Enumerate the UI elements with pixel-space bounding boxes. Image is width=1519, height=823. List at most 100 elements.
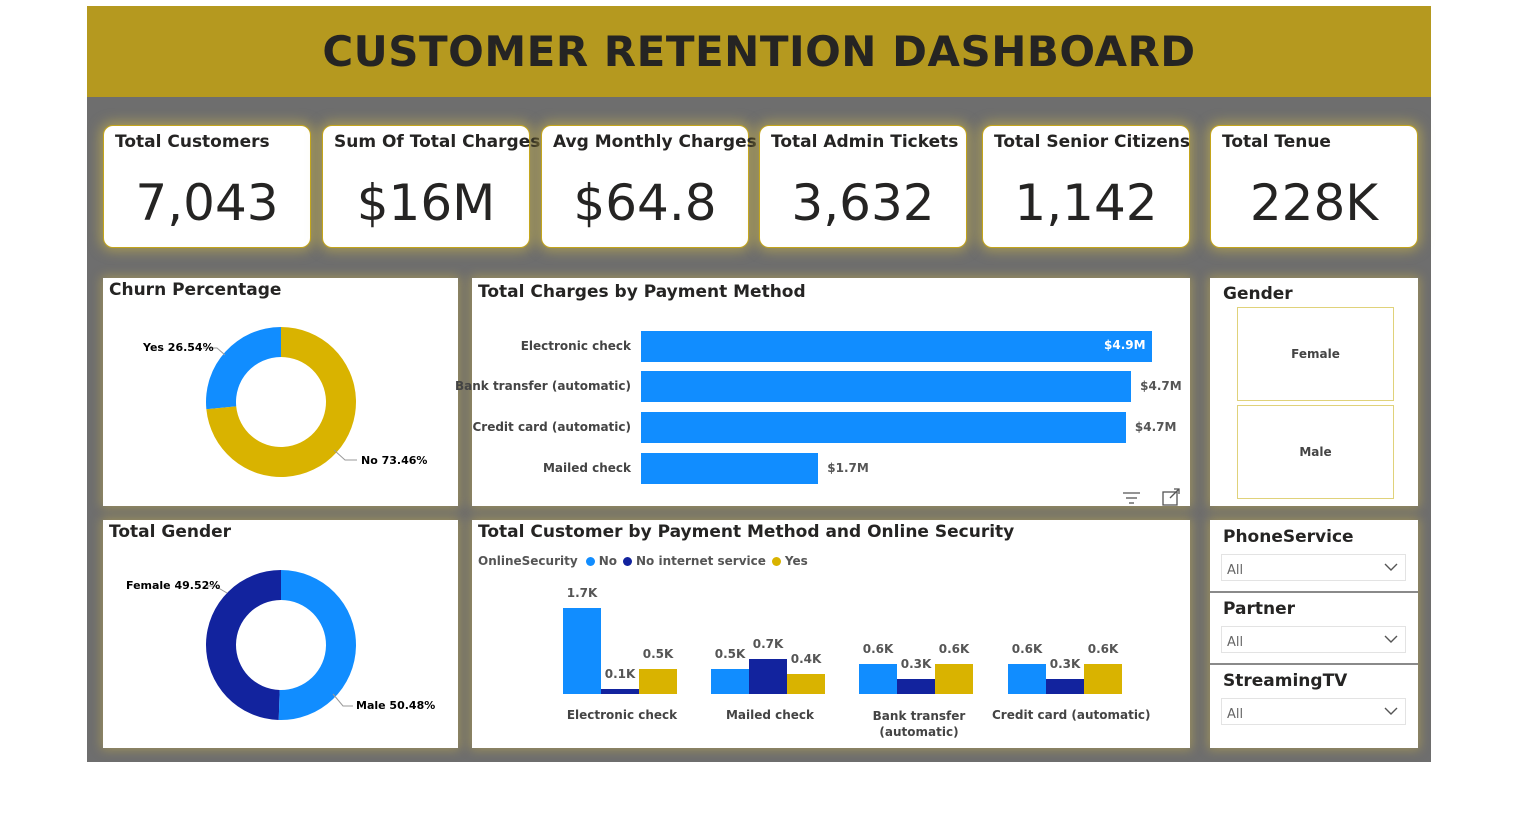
gender-slicer-panel: Gender Female Male bbox=[1210, 278, 1418, 506]
kpi-title: Total Customers bbox=[115, 132, 270, 152]
streamingtv-dropdown[interactable]: All bbox=[1221, 698, 1406, 725]
divider bbox=[1210, 591, 1418, 593]
column-bar[interactable] bbox=[749, 658, 787, 694]
bar-category-label: Credit card (automatic) bbox=[472, 420, 631, 434]
column-value-label: 0.6K bbox=[862, 641, 894, 656]
bar-electronic-check[interactable] bbox=[641, 331, 1152, 362]
bar-mailed-check[interactable] bbox=[641, 453, 819, 484]
column-value-label: 0.3K bbox=[900, 656, 932, 671]
kpi-value: $16M bbox=[356, 174, 496, 232]
kpi-title: Total Senior Citizens bbox=[994, 132, 1190, 152]
column-value-label: 0.5K bbox=[714, 646, 746, 661]
column-bar[interactable] bbox=[1046, 678, 1084, 694]
gender-donut-chart bbox=[205, 570, 356, 720]
gender-label-male: Male 50.48% bbox=[356, 699, 436, 712]
column-bar[interactable] bbox=[1084, 663, 1122, 694]
legend-dot-icon bbox=[771, 556, 781, 566]
legend-item-no-internet[interactable]: No internet service bbox=[635, 554, 766, 568]
column-bar[interactable] bbox=[935, 663, 973, 694]
column-bar[interactable] bbox=[601, 688, 639, 694]
kpi-value: 7,043 bbox=[135, 174, 279, 232]
leader-line-no bbox=[333, 449, 357, 461]
churn-donut-chart bbox=[203, 327, 357, 477]
kpi-card-total-tenue[interactable]: Total Tenue 228K bbox=[1210, 125, 1418, 248]
option-label: Male bbox=[1299, 445, 1332, 459]
legend-dot-icon bbox=[585, 556, 595, 566]
gender-option-female[interactable]: Female bbox=[1237, 307, 1394, 401]
filter-icon[interactable] bbox=[1114, 488, 1150, 506]
kpi-value: $64.8 bbox=[573, 174, 717, 232]
donut-slice-yes[interactable] bbox=[206, 327, 281, 410]
dashboard-title: CUSTOMER RETENTION DASHBOARD bbox=[322, 27, 1196, 76]
kpi-card-avg-monthly-charges[interactable]: Avg Monthly Charges $64.8 bbox=[541, 125, 757, 248]
dropdown-value: All bbox=[1227, 707, 1244, 722]
legend-item-no[interactable]: No bbox=[598, 554, 617, 568]
dropdown-value: All bbox=[1227, 563, 1244, 578]
column-bar[interactable] bbox=[711, 668, 749, 694]
column-bar[interactable] bbox=[639, 668, 677, 694]
churn-label-yes: Yes 26.54% bbox=[143, 341, 214, 354]
column-bar[interactable] bbox=[563, 608, 601, 694]
panel-title: Churn Percentage bbox=[109, 280, 282, 300]
column-value-label: 0.3K bbox=[1049, 656, 1081, 671]
panel-title: Total Charges by Payment Method bbox=[478, 282, 806, 302]
option-label: Female bbox=[1291, 347, 1340, 361]
focus-mode-icon[interactable] bbox=[1156, 488, 1186, 506]
kpi-title: Sum Of Total Charges bbox=[334, 132, 541, 152]
churn-percentage-panel[interactable]: Churn Percentage Yes 26.54% No 73.46% bbox=[103, 278, 458, 506]
phoneservice-dropdown[interactable]: All bbox=[1221, 554, 1406, 581]
column-value-label: 1.7K bbox=[566, 586, 598, 600]
panel-title: Total Gender bbox=[109, 522, 232, 542]
chart-legend: OnlineSecurity No No internet service Ye… bbox=[478, 554, 808, 568]
bar-credit-card[interactable] bbox=[641, 412, 1126, 443]
charges-by-payment-panel[interactable]: Total Charges by Payment Method Electron… bbox=[455, 278, 1190, 506]
column-bar[interactable] bbox=[859, 663, 897, 694]
column-value-label: 0.6K bbox=[1011, 641, 1043, 656]
column-value-label: 0.4K bbox=[790, 651, 822, 666]
gender-label-female: Female 49.52% bbox=[126, 579, 221, 592]
leader-line-male bbox=[332, 693, 353, 707]
column-value-label: 0.1K bbox=[604, 666, 636, 681]
column-bar[interactable] bbox=[897, 678, 935, 694]
bar-value-label: $4.9M bbox=[1104, 338, 1146, 352]
partner-dropdown[interactable]: All bbox=[1221, 626, 1406, 653]
kpi-card-total-customers[interactable]: Total Customers 7,043 bbox=[103, 125, 311, 248]
bar-category-label: Bank transfer (automatic) bbox=[455, 379, 631, 393]
panel-title: Total Customer by Payment Method and Onl… bbox=[478, 522, 1015, 542]
bar-bank-transfer[interactable] bbox=[641, 371, 1132, 402]
column-plot-area: 1.7K 0.5K 0.6K 0.6K 0.1K 0.7K 0.3K 0.3K 0.5K 0.4K… bbox=[472, 520, 1190, 748]
kpi-title: Avg Monthly Charges bbox=[553, 132, 757, 152]
divider bbox=[1210, 663, 1418, 665]
donut-slice-female[interactable] bbox=[205, 570, 281, 720]
chevron-down-icon bbox=[1384, 563, 1398, 571]
total-gender-panel[interactable]: Total Gender Female 49.52% Male 50.48% bbox=[103, 520, 458, 748]
column-value-label: 0.5K bbox=[642, 646, 674, 661]
column-value-label: 0.6K bbox=[1087, 641, 1119, 656]
column-bar[interactable] bbox=[1008, 663, 1046, 694]
donut-slices bbox=[205, 570, 356, 720]
donut-slices bbox=[206, 327, 356, 477]
leader-line-female bbox=[207, 585, 228, 594]
kpi-title: Total Admin Tickets bbox=[771, 132, 959, 152]
column-bar[interactable] bbox=[787, 673, 825, 694]
gender-option-male[interactable]: Male bbox=[1237, 405, 1394, 499]
chevron-down-icon bbox=[1384, 635, 1398, 643]
kpi-value: 1,142 bbox=[1014, 174, 1158, 232]
kpi-card-total-admin-tickets[interactable]: Total Admin Tickets 3,632 bbox=[759, 125, 967, 248]
title-banner: CUSTOMER RETENTION DASHBOARD bbox=[87, 6, 1431, 97]
bar-value-label: $4.7M bbox=[1134, 420, 1177, 434]
leader-line-yes bbox=[203, 347, 226, 356]
donut-slice-no[interactable] bbox=[206, 327, 356, 477]
legend-dot-icon bbox=[622, 556, 632, 566]
chevron-down-icon bbox=[1384, 707, 1398, 715]
bar-category-label: Electronic check bbox=[520, 339, 631, 353]
security-by-payment-panel[interactable]: Total Customer by Payment Method and Onl… bbox=[472, 520, 1190, 748]
legend-item-yes[interactable]: Yes bbox=[784, 554, 808, 568]
kpi-card-sum-total-charges[interactable]: Sum Of Total Charges $16M bbox=[322, 125, 540, 248]
donut-slice-male[interactable] bbox=[278, 570, 356, 720]
kpi-card-total-senior-citizens[interactable]: Total Senior Citizens 1,142 bbox=[982, 125, 1190, 248]
churn-label-no: No 73.46% bbox=[361, 454, 428, 467]
filter-title-partner: Partner bbox=[1223, 599, 1296, 619]
kpi-title: Total Tenue bbox=[1222, 132, 1331, 152]
column-category-label: Bank transfer (automatic) bbox=[872, 709, 966, 739]
